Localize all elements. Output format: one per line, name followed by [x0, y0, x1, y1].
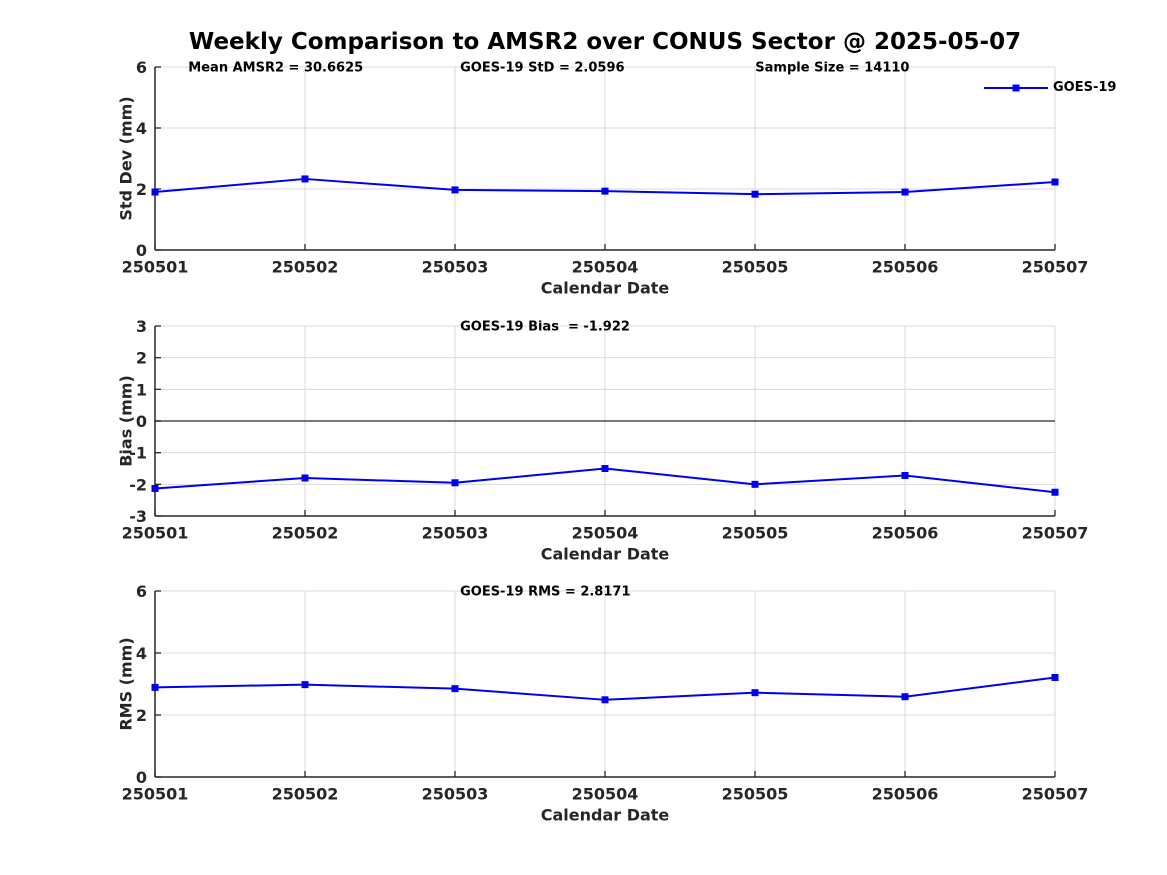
- annotation-text: GOES-19 Bias = -1.922: [460, 320, 630, 335]
- legend-marker: [1012, 84, 1020, 91]
- data-point-marker: [451, 186, 459, 194]
- data-point-marker: [601, 465, 609, 472]
- y-tick-label: 6: [136, 58, 147, 77]
- data-point-marker: [901, 471, 909, 479]
- x-tick-label: 250505: [722, 785, 789, 804]
- data-point-marker: [301, 474, 309, 482]
- data-point-marker: [901, 693, 909, 701]
- y-axis-title: RMS (mm): [117, 637, 136, 730]
- y-tick-label: 2: [136, 180, 147, 199]
- x-tick-label: 250504: [572, 524, 639, 543]
- x-tick-label: 250505: [722, 258, 789, 277]
- x-tick-label: 250501: [122, 258, 189, 277]
- x-axis-title: Calendar Date: [541, 545, 670, 564]
- annotation-text: GOES-19 RMS = 2.8171: [460, 585, 630, 600]
- x-tick-label: 250506: [872, 785, 939, 804]
- x-tick-label: 250501: [122, 524, 189, 543]
- data-point-marker: [751, 480, 759, 488]
- data-point-marker: [1051, 178, 1059, 186]
- y-tick-label: 3: [136, 317, 147, 336]
- y-tick-label: -1: [129, 444, 147, 463]
- data-point-marker: [751, 190, 759, 198]
- x-axis-title: Calendar Date: [541, 806, 670, 825]
- annotation-text: Sample Size = 14110: [755, 61, 909, 76]
- data-point-marker: [601, 696, 609, 704]
- x-tick-label: 250503: [422, 258, 489, 277]
- annotation-text: GOES-19 StD = 2.0596: [460, 61, 624, 76]
- x-tick-label: 250506: [872, 524, 939, 543]
- data-point-marker: [151, 683, 159, 691]
- x-tick-label: 250502: [272, 785, 339, 804]
- subplot-bias: 250501 250502 250503 250504 250505 250506 2505…: [117, 317, 1089, 564]
- x-tick-label: 250506: [872, 258, 939, 277]
- y-tick-label: 0: [136, 768, 147, 787]
- data-point-marker: [901, 188, 909, 196]
- data-point-marker: [1051, 488, 1059, 496]
- data-point-marker: [151, 188, 159, 196]
- y-tick-label: 4: [136, 644, 147, 663]
- x-tick-label: 250505: [722, 524, 789, 543]
- data-point-marker: [751, 689, 759, 697]
- y-tick-label: -2: [129, 475, 147, 494]
- data-point-marker: [301, 681, 309, 689]
- data-point-marker: [301, 175, 309, 183]
- y-tick-label: 6: [136, 582, 147, 601]
- subplot-rms: 250501 250502 250503 250504 250505 250506 2505…: [117, 582, 1089, 825]
- x-tick-label: 250504: [572, 258, 639, 277]
- y-axis-title: Std Dev (mm): [117, 96, 136, 220]
- data-point-marker: [1051, 673, 1059, 681]
- x-tick-label: 250502: [272, 258, 339, 277]
- legend-line-swatch: [984, 84, 1048, 91]
- x-tick-label: 250502: [272, 524, 339, 543]
- y-axis-title: Bias (mm): [117, 375, 136, 467]
- y-tick-label: -3: [129, 507, 147, 526]
- subplot-std-dev: 250501 250502 250503 250504 250505 250506 2505…: [117, 58, 1089, 298]
- legend-label: GOES-19: [1053, 80, 1117, 95]
- data-point-marker: [451, 685, 459, 693]
- x-tick-label: 250504: [572, 785, 639, 804]
- x-tick-label: 250503: [422, 524, 489, 543]
- y-tick-label: 0: [136, 412, 147, 431]
- x-tick-label: 250507: [1022, 785, 1089, 804]
- y-tick-label: 4: [136, 119, 147, 138]
- annotation-text: Mean AMSR2 = 30.6625: [188, 61, 363, 76]
- y-tick-label: 2: [136, 706, 147, 725]
- x-tick-label: 250503: [422, 785, 489, 804]
- x-tick-label: 250507: [1022, 258, 1089, 277]
- x-tick-label: 250501: [122, 785, 189, 804]
- legend: GOES-19: [984, 80, 1116, 95]
- y-tick-label: 0: [136, 241, 147, 260]
- data-point-marker: [151, 484, 159, 492]
- y-tick-label: 1: [136, 380, 147, 399]
- x-tick-label: 250507: [1022, 524, 1089, 543]
- data-point-marker: [451, 479, 459, 487]
- y-tick-label: 2: [136, 349, 147, 368]
- chart-title: Weekly Comparison to AMSR2 over CONUS Se…: [188, 29, 1022, 55]
- data-point-marker: [601, 187, 609, 195]
- x-axis-title: Calendar Date: [541, 279, 670, 298]
